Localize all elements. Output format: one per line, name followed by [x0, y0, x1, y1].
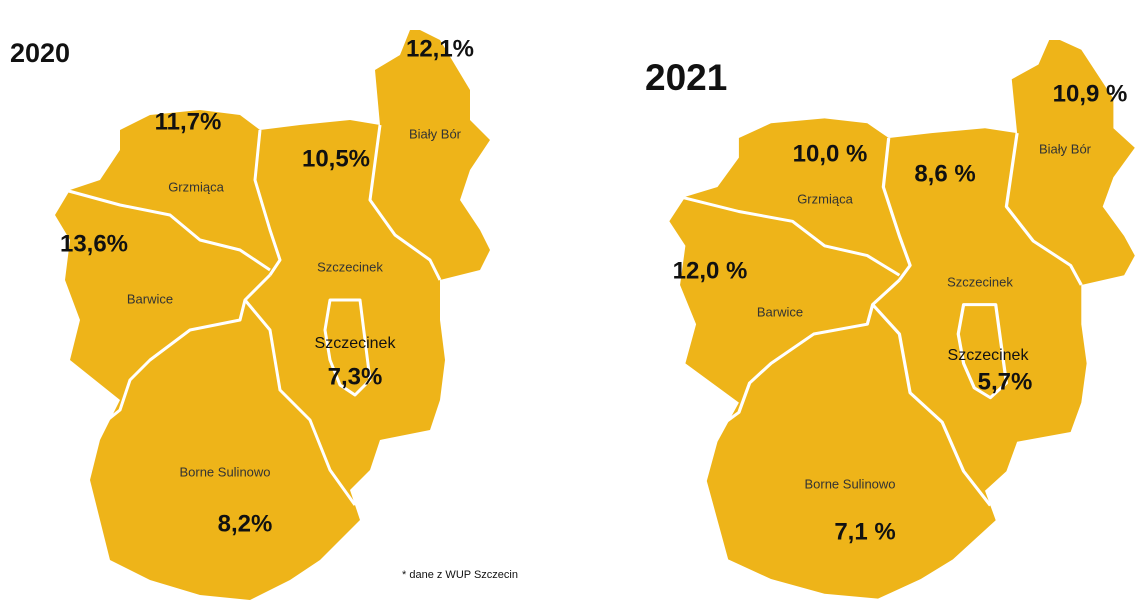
- region-name: Biały Bór: [1039, 141, 1092, 156]
- source-note: * dane z WUP Szczecin: [402, 569, 518, 581]
- region-name: Szczecinek: [947, 274, 1013, 289]
- value-label: 10,0 %: [793, 140, 868, 167]
- region-name: Szczecinek: [317, 259, 383, 274]
- value-label: 11,7%: [155, 108, 222, 135]
- county-map: [667, 38, 1137, 601]
- region-name: Szczecinek: [948, 347, 1030, 364]
- value-label: 12,1%: [406, 35, 474, 62]
- value-label: 7,1 %: [834, 518, 895, 545]
- map-title: 2021: [645, 57, 727, 98]
- map-title: 2020: [10, 38, 70, 68]
- region-name: Biały Bór: [409, 126, 462, 141]
- value-label: 8,6 %: [914, 160, 975, 187]
- region-name: Grzmiąca: [797, 191, 853, 206]
- value-label: 10,5%: [302, 145, 370, 172]
- region-name: Barwice: [757, 304, 803, 319]
- region-name: Barwice: [127, 291, 173, 306]
- region-name: Szczecinek: [315, 335, 397, 352]
- county-map: [53, 28, 492, 601]
- value-label: 7,3%: [328, 363, 383, 390]
- value-label: 12,0 %: [673, 257, 748, 284]
- value-label: 5,7%: [978, 368, 1033, 395]
- value-label: 13,6%: [60, 230, 128, 257]
- region-name: Grzmiąca: [168, 179, 224, 194]
- region-name: Borne Sulinowo: [804, 476, 895, 491]
- region-name: Borne Sulinowo: [179, 464, 270, 479]
- value-label: 8,2%: [218, 510, 273, 537]
- value-label: 10,9 %: [1053, 80, 1128, 107]
